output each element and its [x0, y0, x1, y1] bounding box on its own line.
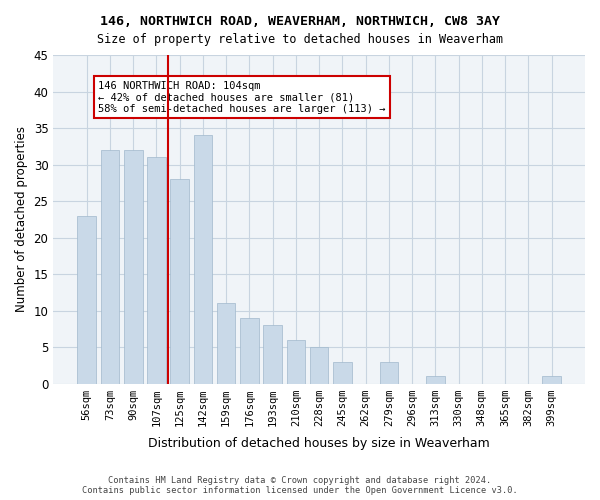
Text: 146, NORTHWICH ROAD, WEAVERHAM, NORTHWICH, CW8 3AY: 146, NORTHWICH ROAD, WEAVERHAM, NORTHWIC… [100, 15, 500, 28]
Bar [77, 216, 96, 384]
Bar [240, 318, 259, 384]
Bar [333, 362, 352, 384]
Bar [426, 376, 445, 384]
Bar [287, 340, 305, 384]
Bar [263, 325, 282, 384]
Text: 146 NORTHWICH ROAD: 104sqm
← 42% of detached houses are smaller (81)
58% of semi: 146 NORTHWICH ROAD: 104sqm ← 42% of deta… [98, 80, 386, 114]
Bar [380, 362, 398, 384]
Bar [170, 179, 189, 384]
Bar [124, 150, 143, 384]
Bar [147, 157, 166, 384]
Text: Size of property relative to detached houses in Weaverham: Size of property relative to detached ho… [97, 32, 503, 46]
Y-axis label: Number of detached properties: Number of detached properties [15, 126, 28, 312]
Text: Contains HM Land Registry data © Crown copyright and database right 2024.
Contai: Contains HM Land Registry data © Crown c… [82, 476, 518, 495]
Bar [217, 303, 235, 384]
Bar [101, 150, 119, 384]
Bar [310, 347, 328, 384]
X-axis label: Distribution of detached houses by size in Weaverham: Distribution of detached houses by size … [148, 437, 490, 450]
Bar [194, 136, 212, 384]
Bar [542, 376, 561, 384]
